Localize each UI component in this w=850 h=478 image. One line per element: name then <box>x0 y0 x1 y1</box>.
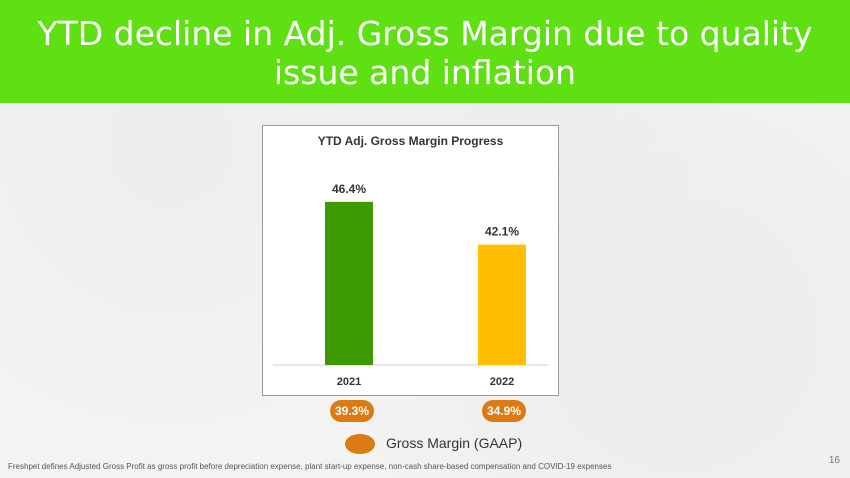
chart-panel: YTD Adj. Gross Margin Progress 46.4% 2021… <box>262 125 559 396</box>
x-tick-2022: 2022 <box>490 376 514 388</box>
data-label-2022: 42.1% <box>485 225 519 239</box>
x-tick-2021: 2021 <box>337 376 361 388</box>
bar-2022 <box>478 244 526 365</box>
data-label-2021: 46.4% <box>332 182 366 196</box>
title-banner: YTD decline in Adj. Gross Margin due to … <box>0 0 850 103</box>
gaap-margin-badge-2022: 34.9% <box>482 400 526 422</box>
legend-label: Gross Margin (GAAP) <box>386 435 523 451</box>
page-number: 16 <box>828 455 840 466</box>
legend-marker <box>345 434 375 454</box>
bar-chart: 46.4% 2021 42.1% 2022 <box>273 182 548 388</box>
chart-title: YTD Adj. Gross Margin Progress <box>317 134 504 148</box>
bar-2021 <box>325 201 373 365</box>
gaap-margin-badge-2021: 39.3% <box>330 400 374 422</box>
footnote: Freshpet defines Adjusted Gross Profit a… <box>8 462 612 471</box>
slide-title: YTD decline in Adj. Gross Margin due to … <box>37 14 813 92</box>
